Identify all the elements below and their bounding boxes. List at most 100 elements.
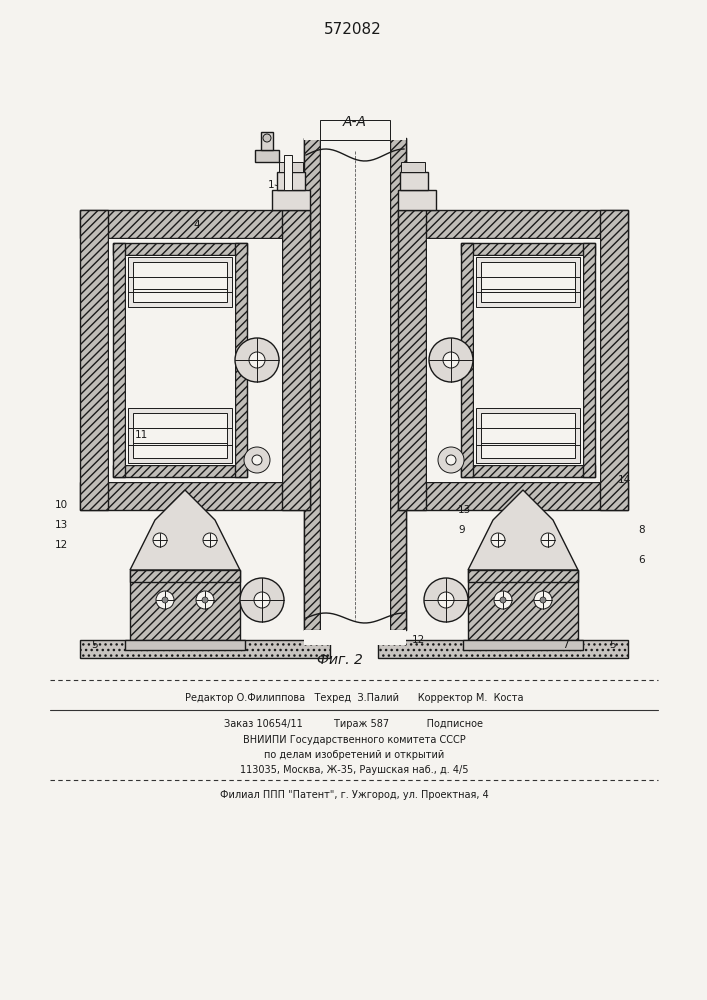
Bar xyxy=(108,238,282,482)
Text: Филиал ППП "Патент", г. Ужгород, ул. Проектная, 4: Филиал ППП "Патент", г. Ужгород, ул. Про… xyxy=(220,790,489,800)
Bar xyxy=(515,510,531,575)
Bar xyxy=(125,255,235,465)
Bar xyxy=(133,413,227,458)
Bar xyxy=(390,138,406,630)
Bar xyxy=(320,120,390,140)
Bar xyxy=(113,243,125,477)
Bar xyxy=(481,262,575,302)
Text: 5: 5 xyxy=(92,640,98,650)
Bar xyxy=(511,510,535,522)
Bar xyxy=(461,465,595,477)
Circle shape xyxy=(429,338,473,382)
Text: 13: 13 xyxy=(54,520,68,530)
Circle shape xyxy=(443,352,459,368)
Circle shape xyxy=(203,533,217,547)
Bar xyxy=(600,210,628,510)
Circle shape xyxy=(446,455,456,465)
Text: 8: 8 xyxy=(638,525,645,535)
Polygon shape xyxy=(468,490,578,570)
Bar xyxy=(175,563,195,575)
Bar xyxy=(282,210,310,510)
Bar xyxy=(583,243,595,477)
Bar xyxy=(398,190,436,210)
Bar xyxy=(130,570,240,582)
Circle shape xyxy=(494,591,512,609)
Bar xyxy=(133,262,227,302)
Bar xyxy=(513,563,533,575)
Text: A-A: A-A xyxy=(343,115,367,129)
Bar xyxy=(128,408,232,463)
Text: 11: 11 xyxy=(135,430,148,440)
Circle shape xyxy=(240,578,284,622)
Bar xyxy=(113,243,247,255)
Bar xyxy=(80,640,330,658)
Bar xyxy=(125,640,245,650)
Text: Фиг. 2: Фиг. 2 xyxy=(317,653,363,667)
Bar xyxy=(468,570,578,582)
Circle shape xyxy=(202,597,208,603)
Text: 13: 13 xyxy=(458,505,472,515)
Circle shape xyxy=(235,338,279,382)
Circle shape xyxy=(249,352,265,368)
Bar xyxy=(80,210,310,238)
Circle shape xyxy=(254,592,270,608)
Bar xyxy=(400,172,428,190)
Bar xyxy=(261,132,273,150)
Circle shape xyxy=(196,591,214,609)
Bar xyxy=(277,172,305,190)
Bar xyxy=(128,257,232,307)
Circle shape xyxy=(491,533,505,547)
Text: 9: 9 xyxy=(458,525,464,535)
Bar xyxy=(463,640,583,650)
Bar xyxy=(80,482,310,510)
Circle shape xyxy=(263,134,271,142)
Circle shape xyxy=(252,455,262,465)
Circle shape xyxy=(534,591,552,609)
Bar xyxy=(304,630,406,645)
Text: Заказ 10654/11          Тираж 587            Подписное: Заказ 10654/11 Тираж 587 Подписное xyxy=(225,719,484,729)
Circle shape xyxy=(438,447,464,473)
Bar xyxy=(320,138,390,630)
Text: 572082: 572082 xyxy=(324,22,382,37)
Bar xyxy=(304,138,320,630)
Text: Редактор О.Филиппова   Техред  З.Палий      Корректор М.  Коста: Редактор О.Филиппова Техред З.Палий Корр… xyxy=(185,693,523,703)
Circle shape xyxy=(424,578,468,622)
Circle shape xyxy=(540,597,546,603)
Bar xyxy=(461,243,595,255)
Bar xyxy=(171,557,199,565)
Circle shape xyxy=(500,597,506,603)
Circle shape xyxy=(153,533,167,547)
Bar xyxy=(398,482,628,510)
Bar xyxy=(80,210,108,510)
Text: по делам изобретений и открытий: по делам изобретений и открытий xyxy=(264,750,444,760)
Bar xyxy=(284,155,292,190)
Bar xyxy=(177,510,193,575)
Bar xyxy=(476,257,580,307)
Bar xyxy=(378,640,628,658)
Circle shape xyxy=(244,447,270,473)
Bar xyxy=(398,210,628,238)
Bar xyxy=(255,150,279,162)
Bar xyxy=(476,408,580,463)
Circle shape xyxy=(162,597,168,603)
Bar xyxy=(509,557,537,565)
Text: 7: 7 xyxy=(561,640,568,650)
Bar xyxy=(173,510,197,522)
Bar xyxy=(461,243,473,477)
Text: 14: 14 xyxy=(618,475,631,485)
Text: 113035, Москва, Ж-35, Раушская наб., д. 4/5: 113035, Москва, Ж-35, Раушская наб., д. … xyxy=(240,765,468,775)
Circle shape xyxy=(438,592,454,608)
Bar xyxy=(468,570,578,640)
Text: ВНИИПИ Государственного комитета СССР: ВНИИПИ Государственного комитета СССР xyxy=(243,735,465,745)
Bar xyxy=(398,210,426,510)
Bar xyxy=(401,162,425,172)
Circle shape xyxy=(156,591,174,609)
Text: 4: 4 xyxy=(194,220,200,230)
Bar xyxy=(304,115,406,140)
Polygon shape xyxy=(130,490,240,570)
Text: 5: 5 xyxy=(609,640,615,650)
Bar xyxy=(426,238,600,482)
Bar xyxy=(481,413,575,458)
Bar xyxy=(130,570,240,640)
Text: 6: 6 xyxy=(638,555,645,565)
